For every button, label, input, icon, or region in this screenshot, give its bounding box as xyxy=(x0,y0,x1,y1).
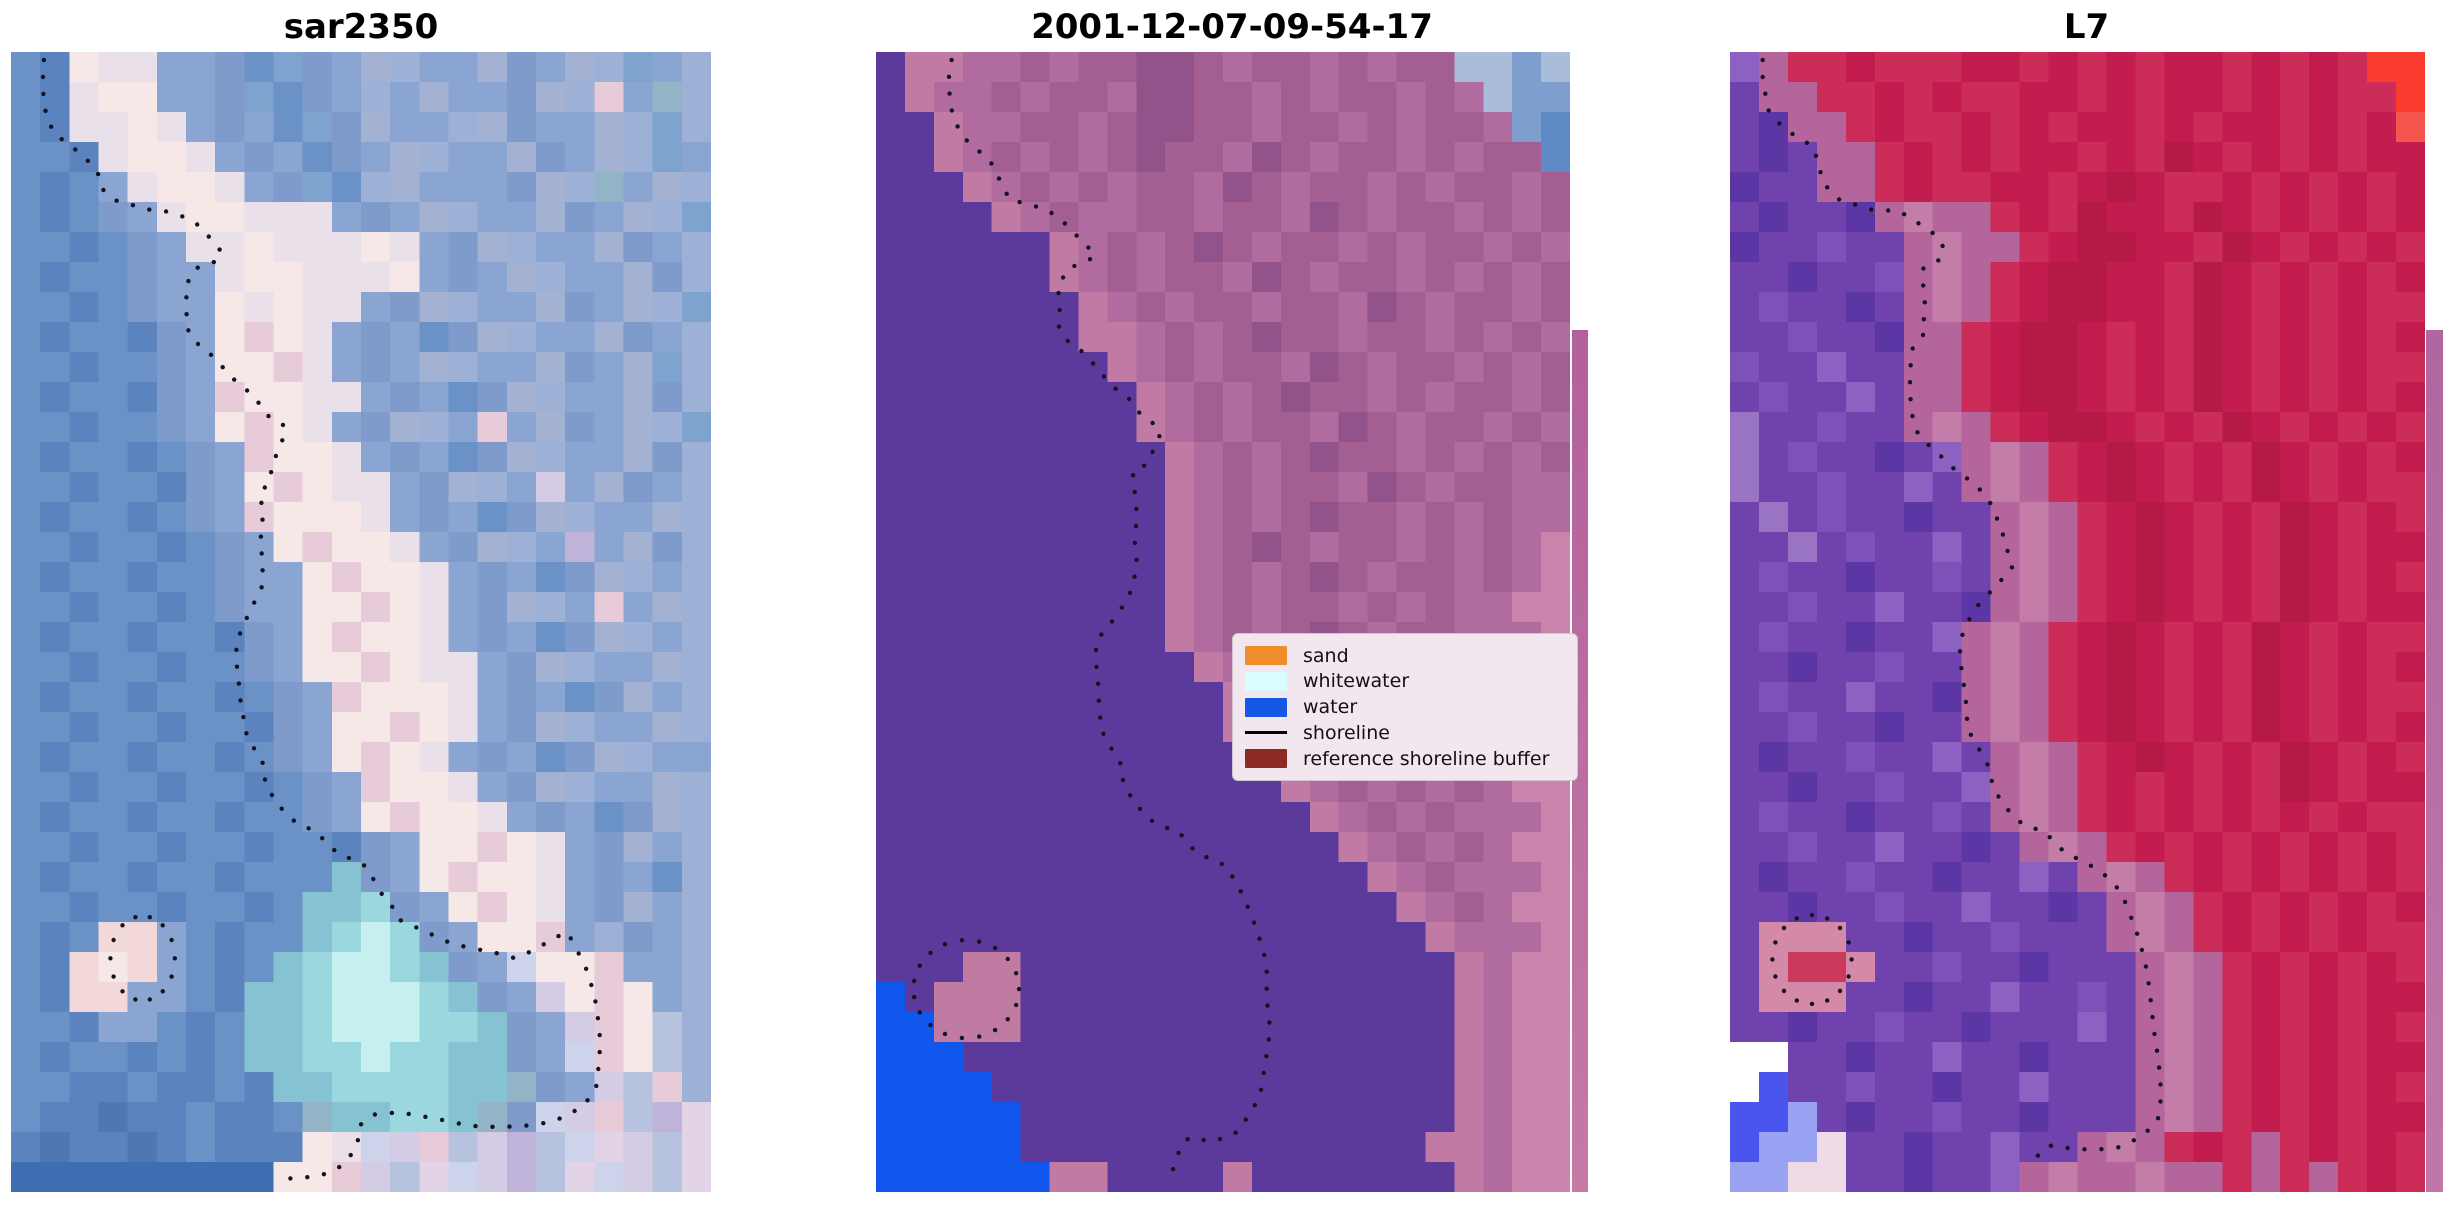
water-swatch xyxy=(1245,697,1287,717)
panel-title-date: 2001-12-07-09-54-17 xyxy=(1031,7,1433,47)
panel-classified-image xyxy=(876,52,1570,1192)
legend-row-water: water xyxy=(1245,695,1565,720)
legend-row-whitewater: whitewater xyxy=(1245,669,1565,694)
l7-edge-strip xyxy=(2426,330,2443,1192)
panel-title-sar: sar2350 xyxy=(283,7,439,47)
legend-label-sand: sand xyxy=(1303,644,1349,667)
legend-row-buffer: reference shoreline buffer xyxy=(1245,746,1565,771)
legend-label-buffer: reference shoreline buffer xyxy=(1303,747,1550,770)
l7-shoreline-overlay xyxy=(1760,57,2163,1158)
shoreline-line-swatch xyxy=(1245,731,1287,735)
panel-title-l7: L7 xyxy=(2063,7,2110,47)
l7-raster xyxy=(1730,52,2425,1192)
panel-l7-image xyxy=(1730,52,2425,1192)
sand-swatch xyxy=(1245,646,1287,665)
legend-row-shoreline: shoreline xyxy=(1245,720,1565,745)
classified-shoreline-overlay xyxy=(912,57,1272,1172)
classified-edge-strip xyxy=(1572,330,1588,1192)
sar-shoreline-overlay xyxy=(40,57,602,1181)
legend-row-sand: sand xyxy=(1245,643,1565,668)
legend: sand whitewater water shoreline referenc… xyxy=(1232,633,1578,781)
legend-label-water: water xyxy=(1303,696,1358,718)
whitewater-swatch xyxy=(1245,671,1287,691)
legend-label-whitewater: whitewater xyxy=(1303,670,1410,693)
reference-buffer-swatch xyxy=(1245,749,1287,768)
classified-raster xyxy=(876,52,1570,1192)
legend-label-shoreline: shoreline xyxy=(1303,721,1390,744)
panel-sar-image xyxy=(11,52,711,1192)
